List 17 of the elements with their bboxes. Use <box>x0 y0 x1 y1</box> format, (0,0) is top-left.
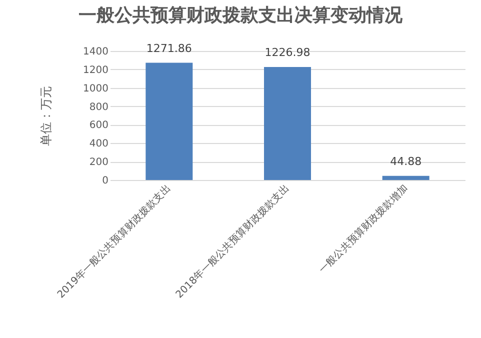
y-tick-label: 0 <box>102 176 108 186</box>
bar <box>264 66 311 180</box>
y-tick-label: 1400 <box>83 46 108 58</box>
bar <box>382 176 430 180</box>
y-tick-label: 200 <box>89 157 108 168</box>
bar <box>146 62 193 180</box>
y-tick-label: 400 <box>89 138 108 150</box>
y-tick-label: 1000 <box>83 83 108 94</box>
y-tick-label: 1200 <box>83 64 108 76</box>
data-label: 1271.86 <box>146 42 192 55</box>
chart-title: 一般公共预算财政拨款支出决算变动情况 <box>78 4 404 26</box>
y-tick-label: 600 <box>89 120 108 132</box>
x-tick-label: 一般公共预算财政拨款增加 <box>316 182 410 276</box>
data-label: 1226.98 <box>264 46 310 59</box>
y-tick-label: 800 <box>89 102 108 113</box>
data-label: 44.88 <box>390 154 422 168</box>
y-axis-title: 单位：万元 <box>39 86 54 146</box>
